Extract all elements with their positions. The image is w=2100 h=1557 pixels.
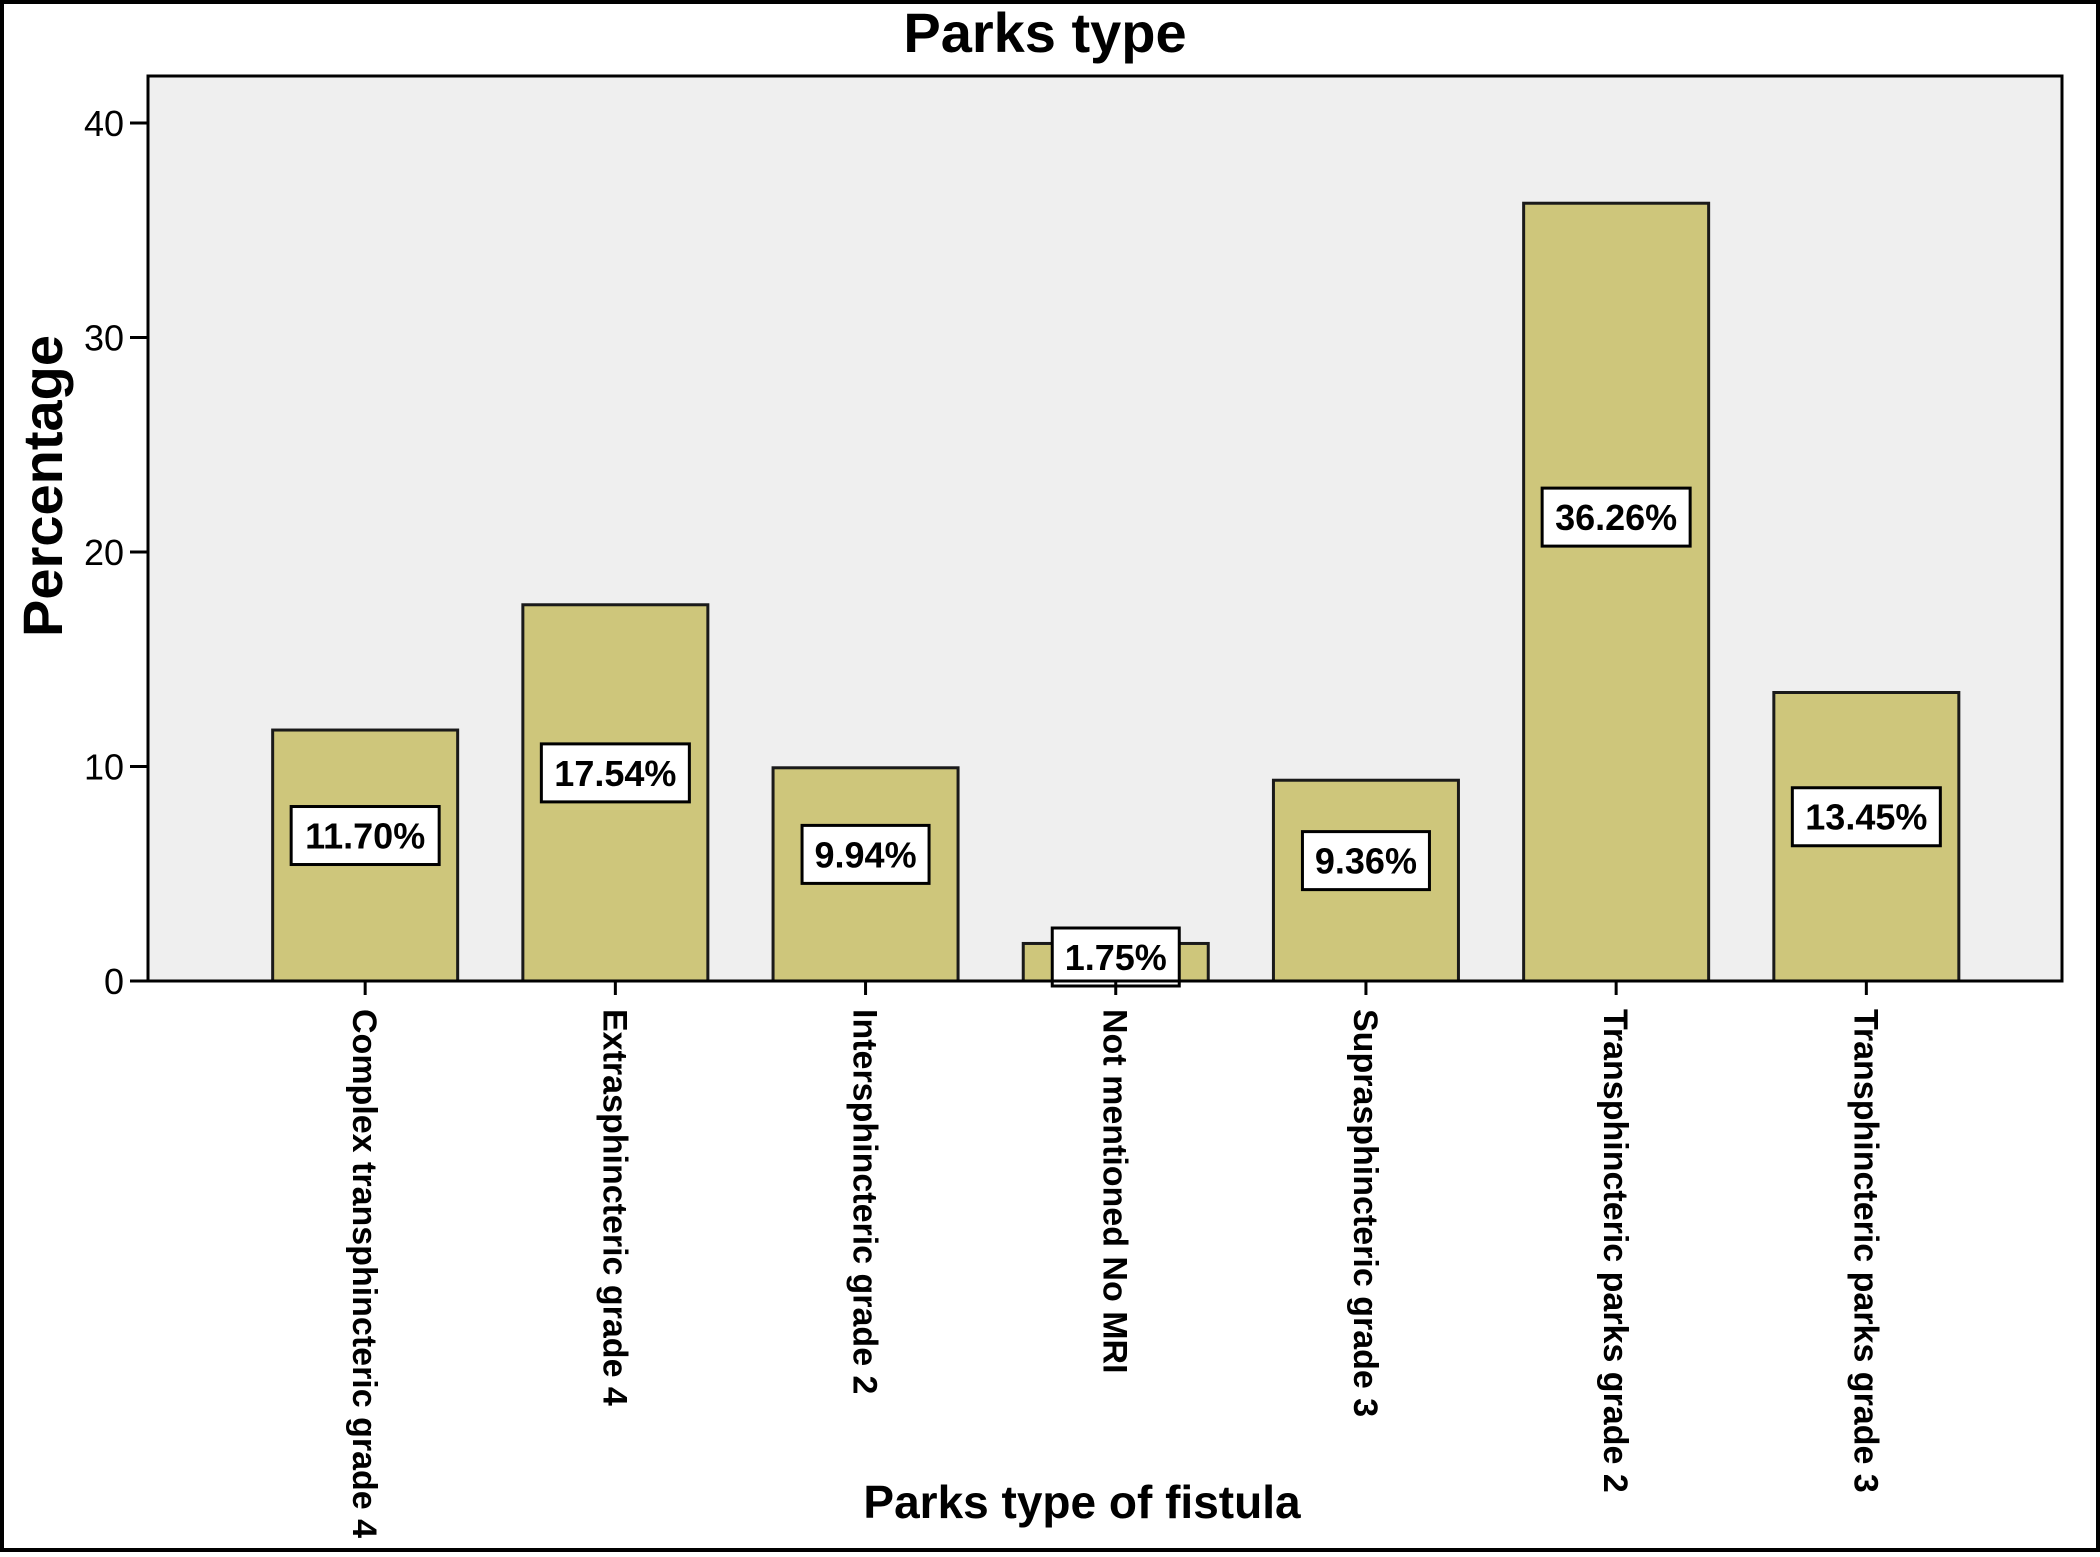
data-label: 9.36% <box>1315 841 1417 882</box>
bar <box>1522 201 1711 983</box>
data-label-box <box>800 823 931 885</box>
plot-area <box>146 74 2064 983</box>
data-label-box <box>539 742 691 804</box>
data-label: 11.70% <box>305 816 425 857</box>
y-tick-label: 0 <box>104 961 124 1002</box>
x-axis: Complex transphincteric grade 4 Extrasphi… <box>130 979 2062 1538</box>
data-label: 9.94% <box>815 834 917 875</box>
y-tick-label: 10 <box>84 747 124 788</box>
data-label-box <box>1050 926 1181 988</box>
y-axis: 0 10 20 30 40 <box>84 103 148 1002</box>
data-label-box <box>1540 486 1692 548</box>
y-tick-label: 20 <box>84 532 124 573</box>
data-label: 13.45% <box>1805 797 1927 838</box>
y-tick-label: 40 <box>84 103 124 144</box>
chart-title: Parks type <box>903 1 1186 64</box>
x-tick-label: Complex transphincteric grade 4 <box>345 1009 383 1538</box>
x-tick-label: Not mentioned No MRI <box>1096 1009 1134 1374</box>
y-tick-label: 30 <box>84 318 124 359</box>
x-tick-label: Transphincteric parks grade 2 <box>1596 1009 1634 1493</box>
x-tick-label: Intersphincteric grade 2 <box>846 1009 884 1394</box>
x-tick-label: Transphincteric parks grade 3 <box>1846 1009 1884 1493</box>
x-tick-label: Extrasphincteric grade 4 <box>595 1009 633 1406</box>
data-label-box <box>1790 786 1942 848</box>
bars: 11.70% 17.54% 9.94% 1.75% 9.36% 36.26% 13.45% <box>271 201 1961 988</box>
data-label: 36.26% <box>1555 497 1677 538</box>
data-label: 17.54% <box>554 753 676 794</box>
x-axis-label: Parks type of fistula <box>863 1476 1301 1528</box>
x-tick-label: Suprasphincteric grade 3 <box>1346 1009 1384 1417</box>
data-label-box <box>1300 830 1431 892</box>
data-label: 1.75% <box>1065 937 1167 978</box>
y-axis-label: Percentage <box>11 335 74 637</box>
data-label-box <box>289 805 441 867</box>
